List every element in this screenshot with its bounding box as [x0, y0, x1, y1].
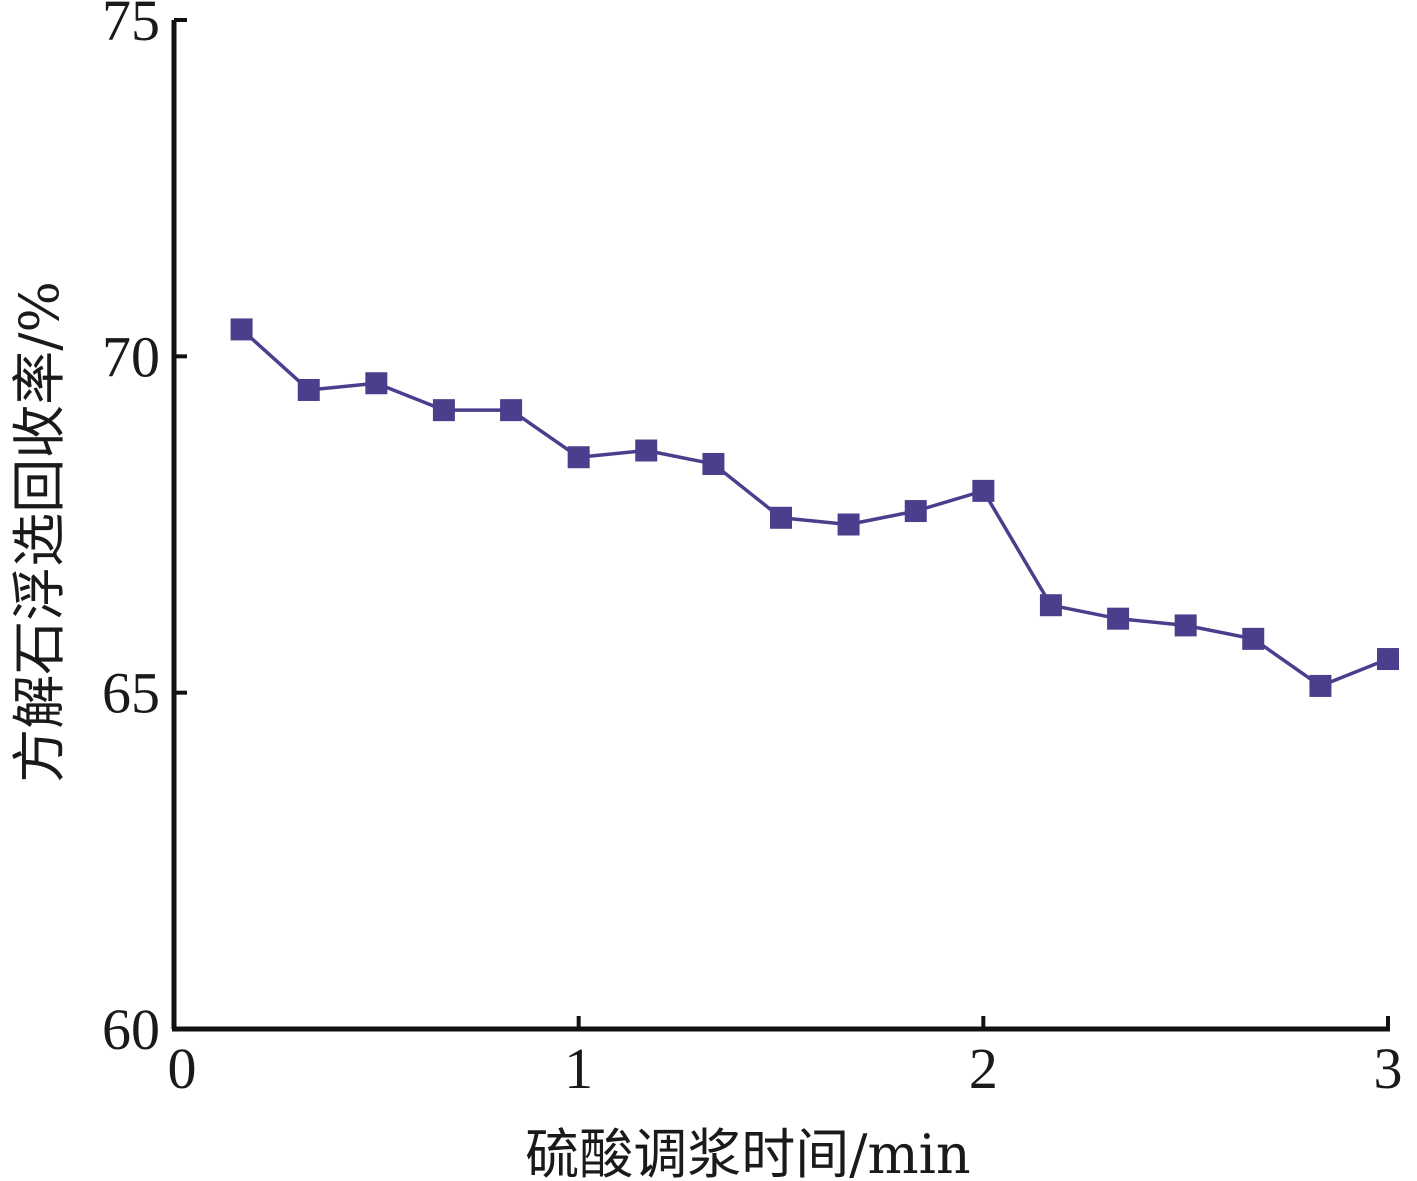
tick-labels: 60 65 70 75 0 1 2 3: [102, 0, 1403, 1101]
data-point-marker: [365, 372, 388, 395]
x-tick-label: 1: [564, 1036, 593, 1101]
data-point-marker: [1039, 594, 1062, 617]
data-point-marker: [1174, 614, 1197, 637]
data-point-marker: [1309, 674, 1332, 697]
data-point-marker: [904, 500, 927, 523]
data-point-marker: [500, 399, 523, 422]
y-tick-label: 65: [102, 661, 160, 726]
data-point-marker: [1107, 607, 1130, 630]
y-tick-label: 60: [102, 997, 160, 1062]
data-point-marker: [635, 439, 658, 462]
data-point-marker: [297, 378, 320, 401]
y-axis-title: 方解石浮选回收率/%: [8, 281, 71, 783]
data-point-marker: [1377, 648, 1399, 671]
x-axis-title: 硫酸调浆时间/min: [525, 1123, 970, 1181]
data-point-marker: [567, 446, 590, 469]
x-tick-label: 0: [168, 1036, 197, 1101]
x-tick-label: 2: [969, 1036, 998, 1101]
data-point-marker: [1242, 627, 1265, 650]
data-point-marker: [432, 399, 455, 422]
data-series: [230, 318, 1399, 697]
series-line: [240, 328, 1389, 688]
y-tick-label: 70: [102, 324, 160, 389]
axis-ticks: [174, 18, 1390, 1029]
data-point-marker: [972, 479, 995, 502]
data-point-marker: [837, 513, 860, 536]
data-point-marker: [702, 452, 725, 475]
data-point-marker: [770, 506, 792, 529]
y-tick-label: 75: [102, 0, 160, 53]
x-tick-label: 3: [1374, 1036, 1403, 1101]
axes: [171, 20, 1390, 1032]
data-point-marker: [230, 318, 253, 341]
